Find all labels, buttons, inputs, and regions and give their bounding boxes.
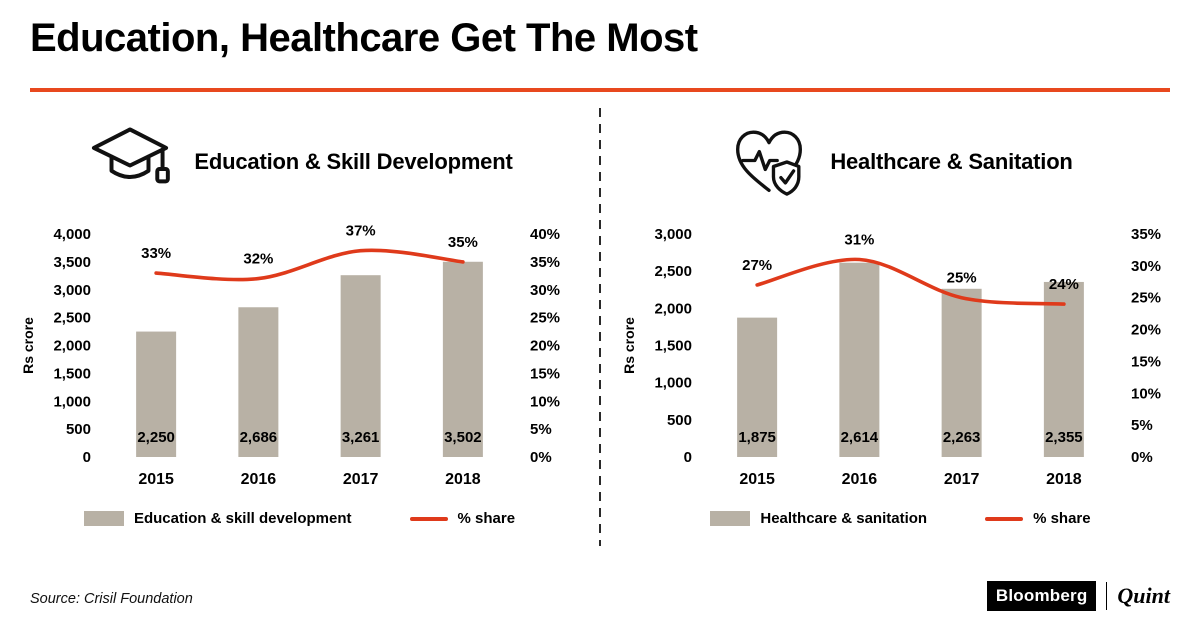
svg-text:1,500: 1,500: [654, 338, 692, 355]
svg-text:2018: 2018: [445, 471, 481, 488]
svg-text:2017: 2017: [944, 471, 980, 488]
svg-text:500: 500: [667, 412, 692, 429]
svg-text:30%: 30%: [1131, 258, 1161, 275]
svg-text:3,500: 3,500: [53, 254, 91, 271]
bar-swatch-icon: [710, 511, 751, 526]
svg-text:30%: 30%: [530, 282, 560, 299]
svg-text:0%: 0%: [1131, 449, 1153, 466]
svg-text:2016: 2016: [842, 471, 878, 488]
svg-text:1,875: 1,875: [738, 429, 776, 446]
svg-text:10%: 10%: [1131, 385, 1161, 402]
source-note: Source: Crisil Foundation: [30, 591, 193, 607]
line-swatch-icon: [409, 516, 448, 521]
svg-text:35%: 35%: [1131, 226, 1161, 243]
svg-text:25%: 25%: [947, 270, 977, 287]
education-skill-chart: 0 500 1,000 1,500 2,000 2,500 3,000 3,500 4,000 0…: [20, 223, 560, 488]
svg-text:0%: 0%: [530, 449, 552, 466]
svg-text:2,500: 2,500: [654, 263, 692, 280]
svg-text:35%: 35%: [530, 254, 560, 271]
title-underline: [30, 88, 1170, 92]
education-chart-header: Education & Skill Development: [86, 110, 513, 214]
svg-text:33%: 33%: [141, 245, 171, 262]
svg-text:10%: 10%: [530, 393, 560, 410]
svg-text:2,500: 2,500: [53, 310, 91, 327]
svg-text:3,000: 3,000: [654, 226, 692, 243]
svg-text:37%: 37%: [346, 223, 376, 240]
healthcare-sanitation-chart: 0 500 1,000 1,500 2,000 2,500 3,000 0% 5% 10% 15% 2…: [621, 226, 1161, 488]
bloomberg-wordmark: Bloomberg: [986, 581, 1097, 611]
svg-text:0: 0: [684, 449, 692, 466]
healthcare-chart-legend: Healthcare & sanitation % share: [710, 510, 1091, 527]
svg-text:15%: 15%: [1131, 353, 1161, 370]
svg-text:3,000: 3,000: [53, 282, 91, 299]
page-title: Education, Healthcare Get The Most: [30, 16, 698, 60]
svg-text:35%: 35%: [448, 234, 478, 251]
svg-text:4,000: 4,000: [53, 226, 91, 243]
svg-text:31%: 31%: [844, 231, 874, 248]
graduation-cap-icon: [86, 118, 174, 206]
svg-text:1,500: 1,500: [53, 365, 91, 382]
svg-text:2,355: 2,355: [1045, 429, 1083, 446]
legend-label-bar: Education & skill development: [133, 510, 352, 527]
svg-text:500: 500: [66, 421, 91, 438]
logo-divider: [1106, 582, 1108, 610]
svg-text:0: 0: [83, 449, 91, 466]
svg-text:24%: 24%: [1049, 276, 1079, 293]
line-swatch-icon: [985, 516, 1024, 521]
education-chart-title: Education & Skill Development: [194, 149, 513, 174]
svg-text:2018: 2018: [1046, 471, 1082, 488]
healthcare-chart-panel: Healthcare & Sanitation 0 500 1,000 1,500 2,…: [601, 102, 1200, 557]
svg-text:2016: 2016: [241, 471, 277, 488]
svg-text:1,000: 1,000: [53, 393, 91, 410]
svg-text:25%: 25%: [530, 310, 560, 327]
svg-text:2,263: 2,263: [943, 429, 981, 446]
svg-text:2,000: 2,000: [654, 300, 692, 317]
heart-pulse-shield-icon: [728, 123, 810, 201]
legend-label-line: % share: [1033, 510, 1091, 527]
education-chart-legend: Education & skill development % share: [83, 510, 516, 527]
svg-text:5%: 5%: [1131, 417, 1153, 434]
healthcare-chart-header: Healthcare & Sanitation: [728, 110, 1073, 214]
svg-text:25%: 25%: [1131, 290, 1161, 307]
legend-item-bar: Education & skill development: [83, 510, 352, 527]
svg-text:5%: 5%: [530, 421, 552, 438]
legend-item-bar: Healthcare & sanitation: [710, 510, 927, 527]
legend-item-line: % share: [409, 510, 516, 527]
svg-text:3,502: 3,502: [444, 429, 482, 446]
panel-divider: [599, 108, 601, 546]
charts-container: Education & Skill Development 0 500 1,000 1…: [0, 102, 1200, 557]
svg-text:27%: 27%: [742, 257, 772, 274]
legend-item-line: % share: [985, 510, 1091, 527]
svg-text:1,000: 1,000: [654, 375, 692, 392]
svg-text:2,250: 2,250: [137, 429, 175, 446]
svg-text:20%: 20%: [530, 338, 560, 355]
svg-text:3,261: 3,261: [342, 429, 380, 446]
legend-label-bar: Healthcare & sanitation: [760, 510, 928, 527]
svg-text:2015: 2015: [138, 471, 174, 488]
svg-text:40%: 40%: [530, 226, 560, 243]
healthcare-chart-title: Healthcare & Sanitation: [830, 149, 1073, 174]
svg-text:2017: 2017: [343, 471, 379, 488]
svg-text:Rs crore: Rs crore: [621, 317, 637, 374]
svg-text:2015: 2015: [739, 471, 775, 488]
quint-wordmark: Quint: [1117, 583, 1170, 608]
svg-text:32%: 32%: [243, 251, 273, 268]
svg-text:2,614: 2,614: [841, 429, 879, 446]
svg-text:20%: 20%: [1131, 322, 1161, 339]
legend-label-line: % share: [457, 510, 516, 527]
svg-text:15%: 15%: [530, 365, 560, 382]
svg-text:2,000: 2,000: [53, 338, 91, 355]
education-chart-panel: Education & Skill Development 0 500 1,000 1…: [0, 102, 599, 557]
bar-swatch-icon: [83, 511, 124, 526]
svg-text:Rs crore: Rs crore: [20, 317, 36, 374]
svg-text:2,686: 2,686: [240, 429, 278, 446]
bloomberg-quint-logo: Bloomberg Quint: [986, 581, 1170, 611]
